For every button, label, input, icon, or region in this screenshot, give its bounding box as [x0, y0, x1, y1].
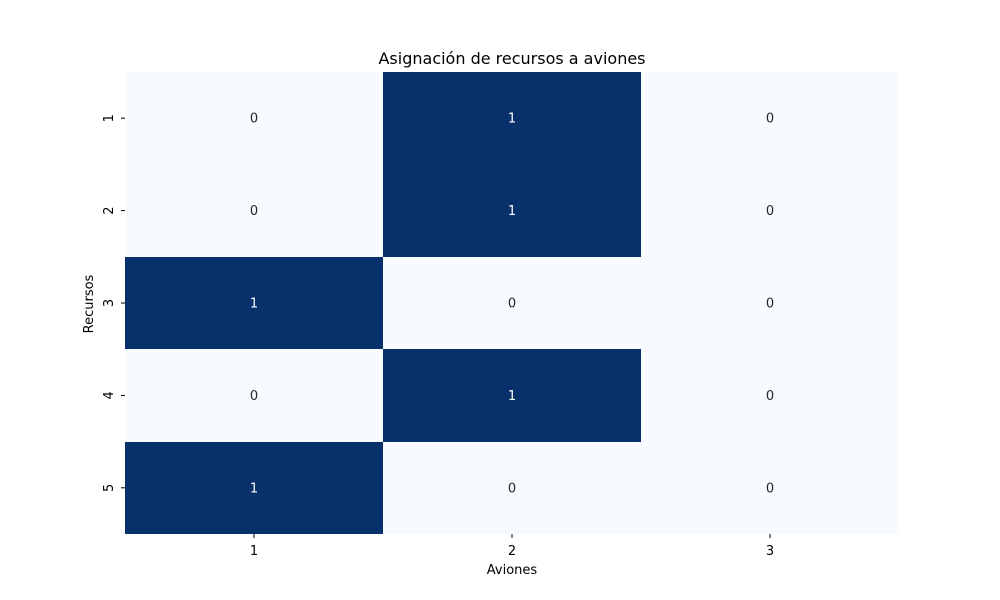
heatmap-cell-label: 0 — [508, 481, 516, 496]
y-tick-label: 5 — [102, 484, 117, 492]
heatmap-cell — [383, 72, 641, 164]
heatmap-cell — [383, 164, 641, 257]
y-tick-label: 3 — [102, 299, 117, 307]
heatmap-cell-label: 1 — [250, 481, 258, 496]
heatmap-cell — [125, 72, 383, 164]
heatmap-cell-label: 0 — [766, 481, 774, 496]
heatmap-cell — [641, 257, 899, 349]
heatmap-cell-label: 0 — [250, 389, 258, 404]
x-tick-label: 3 — [766, 544, 774, 559]
x-axis-ticks: 1 2 3 — [250, 534, 774, 559]
heatmap-cell-label: 0 — [766, 204, 774, 219]
heatmap-cell-label: 0 — [250, 112, 258, 127]
heatmap-cell — [641, 442, 899, 534]
heatmap-cell — [383, 257, 641, 349]
heatmap-cell-label: 1 — [250, 297, 258, 312]
heatmap-cell-label: 1 — [508, 389, 516, 404]
x-tick-label: 2 — [508, 544, 516, 559]
y-tick-label: 1 — [102, 114, 117, 122]
heatmap-cell-label: 1 — [508, 112, 516, 127]
y-axis-ticks: 1 2 3 4 5 — [102, 114, 125, 492]
heatmap-cell-label: 0 — [508, 297, 516, 312]
heatmap-cell — [125, 349, 383, 442]
y-tick-label: 2 — [102, 206, 117, 214]
heatmap-cell — [641, 349, 899, 442]
heatmap-cell — [641, 164, 899, 257]
heatmap-cell — [641, 72, 899, 164]
y-tick-label: 4 — [102, 391, 117, 399]
heatmap-cell-label: 0 — [250, 204, 258, 219]
heatmap-cell — [125, 257, 383, 349]
chart-title: Asignación de recursos a aviones — [378, 49, 645, 68]
heatmap-cell — [383, 349, 641, 442]
heatmap-cells — [125, 72, 899, 534]
heatmap-cell-label: 1 — [508, 204, 516, 219]
x-axis-label: Aviones — [487, 563, 538, 578]
heatmap-cell — [383, 442, 641, 534]
heatmap-cell-label: 0 — [766, 389, 774, 404]
y-axis-label: Recursos — [82, 274, 97, 333]
heatmap-cell-label: 0 — [766, 112, 774, 127]
heatmap-cell — [125, 442, 383, 534]
heatmap-cell-label: 0 — [766, 297, 774, 312]
heatmap-cell-labels: 0 1 0 0 1 0 1 0 0 0 1 0 1 0 0 — [250, 112, 774, 497]
heatmap-cell — [125, 164, 383, 257]
x-tick-label: 1 — [250, 544, 258, 559]
